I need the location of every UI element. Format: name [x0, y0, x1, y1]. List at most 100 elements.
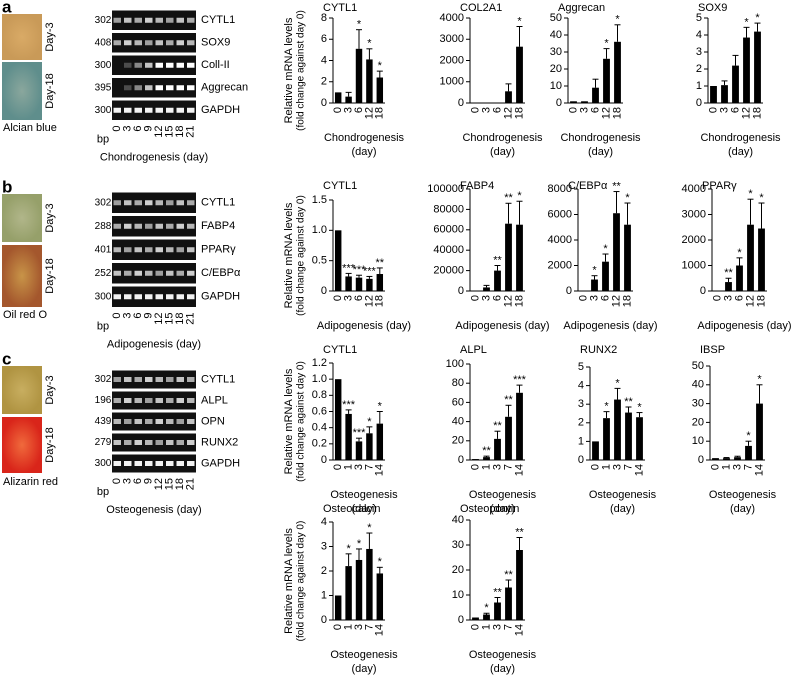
gel-band	[124, 223, 132, 229]
gel-band	[155, 62, 163, 68]
y-tick-label: 0	[458, 285, 464, 297]
bar	[754, 31, 761, 104]
gel-band	[145, 461, 153, 466]
lane-label: 3	[122, 313, 134, 319]
bar	[516, 392, 523, 460]
band-size: 401	[95, 244, 112, 255]
chart-title: Aggrecan	[558, 2, 605, 14]
y-tick-label: 0	[556, 97, 562, 109]
lane-label: 12	[153, 126, 165, 138]
significance: *	[484, 602, 489, 614]
gel-band	[145, 17, 153, 23]
x-tick-label: 12	[610, 295, 622, 307]
gel-strip	[112, 100, 196, 120]
x-axis-label: Osteogenesis	[330, 649, 398, 661]
stain-photo	[2, 417, 42, 473]
lane-label: 0	[111, 478, 123, 484]
lane-label: 3	[122, 478, 134, 484]
chart-title: ALPL	[460, 344, 487, 356]
gel-band	[187, 40, 195, 46]
chart-title: C/EBPα	[568, 180, 608, 192]
gel-band	[134, 247, 142, 253]
y-tick-label: 0	[458, 97, 464, 109]
panel-letter: a	[2, 0, 12, 16]
y-tick-label: 40	[692, 379, 704, 391]
gene-label: Aggrecan	[201, 82, 248, 94]
significance: *	[737, 247, 742, 259]
gel-strip	[112, 192, 196, 213]
band-size: 439	[95, 416, 112, 427]
y-tick-label: 1	[578, 435, 584, 447]
x-axis-label: (day)	[351, 663, 376, 675]
gel-band	[176, 85, 184, 91]
bar	[614, 399, 621, 460]
gel-band	[187, 107, 195, 113]
y-tick-label: 8000	[548, 183, 572, 195]
y-tick-label: 5	[696, 12, 702, 24]
stain-label: Alcian blue	[3, 122, 57, 134]
x-axis-label: Osteogenesis	[469, 489, 537, 501]
gel-band	[134, 440, 142, 445]
gel-band	[166, 247, 174, 253]
gel-band	[124, 62, 132, 68]
gel-band	[176, 270, 184, 276]
x-tick-label: 18	[611, 107, 623, 119]
significance: *	[604, 401, 609, 413]
y-tick-label: 0	[566, 285, 572, 297]
y-tick-label: 1.2	[312, 357, 327, 369]
significance: *	[759, 192, 764, 204]
gel-band	[124, 85, 132, 91]
lane-label: 6	[132, 126, 144, 132]
y-axis-label: Relative mRNA levels	[283, 528, 295, 634]
gel-band	[113, 270, 121, 276]
gel-band	[124, 461, 132, 466]
x-tick-label: 7	[363, 464, 375, 470]
x-tick-label: 3	[353, 464, 365, 470]
y-tick-label: 20	[692, 416, 704, 428]
y-axis-label: Relative mRNA levels	[283, 368, 295, 474]
gel-band	[155, 419, 163, 424]
significance: *	[378, 556, 383, 568]
gel-band	[187, 85, 195, 91]
gel-xlabel: Osteogenesis (day)	[106, 504, 201, 516]
y-tick-label: 0.6	[312, 405, 327, 417]
x-tick-label: 18	[513, 107, 525, 119]
x-tick-label: 14	[753, 464, 765, 476]
significance: ***	[353, 427, 367, 439]
gel-band	[124, 40, 132, 46]
gel-band	[124, 419, 132, 424]
significance: **	[624, 396, 633, 408]
x-tick-label: 6	[353, 295, 365, 301]
bar	[613, 213, 620, 291]
lane-label: 12	[153, 478, 165, 490]
x-axis-label: (day)	[490, 663, 515, 675]
gel-band	[155, 270, 163, 276]
lane-label: 21	[185, 478, 197, 490]
gel-band	[145, 107, 153, 113]
bar	[366, 433, 373, 460]
gel-band	[134, 398, 142, 403]
y-tick-label: 40	[550, 29, 562, 41]
x-axis-label: Chondrogenesis	[462, 132, 543, 144]
gel-band	[155, 440, 163, 445]
gel-band	[124, 398, 132, 403]
x-tick-label: 1	[343, 464, 355, 470]
significance: **	[493, 420, 502, 432]
y-tick-label: 20000	[433, 265, 464, 277]
gel-band	[176, 247, 184, 253]
x-tick-label: 3	[611, 464, 623, 470]
bar	[494, 602, 501, 620]
x-tick-label: 7	[363, 624, 375, 630]
bar	[483, 457, 490, 460]
gel-band	[187, 200, 195, 206]
gel-band	[124, 200, 132, 206]
bar	[366, 548, 373, 620]
y-tick-label: 3	[321, 540, 327, 552]
gel-band	[155, 223, 163, 229]
x-axis-label: (day)	[588, 146, 613, 158]
bar	[494, 270, 501, 291]
day-label: Day-18	[44, 73, 56, 108]
x-tick-label: 14	[374, 624, 386, 636]
y-tick-label: 60000	[433, 224, 464, 236]
x-tick-label: 6	[729, 107, 741, 113]
